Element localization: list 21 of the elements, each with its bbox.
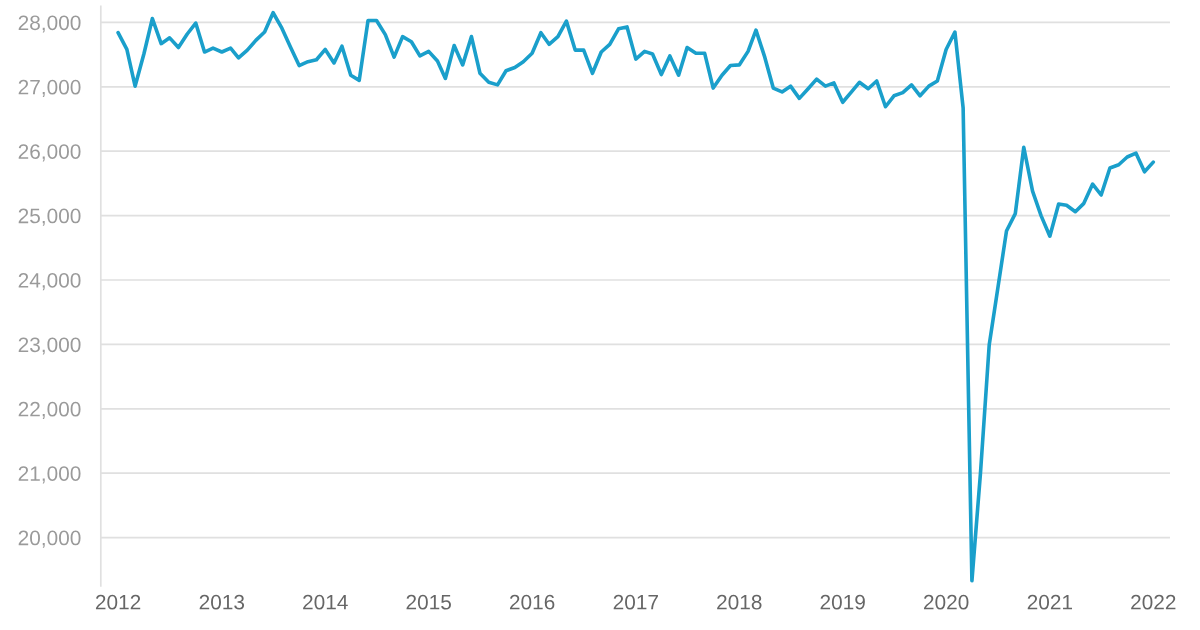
x-tick-label: 2014 (303, 594, 348, 610)
y-tick-label: 23,000 (18, 337, 81, 355)
x-tick-label: 2021 (1027, 594, 1072, 610)
x-tick-label: 2016 (509, 594, 555, 610)
y-tick-label: 25,000 (18, 208, 81, 226)
x-tick-label: 2012 (95, 594, 141, 610)
x-tick-label: 2018 (717, 594, 762, 610)
y-tick-label: 26,000 (18, 144, 81, 162)
x-tick-label: 2020 (924, 594, 969, 610)
line-series (116, 10, 1156, 583)
y-tick-label: 22,000 (18, 401, 81, 420)
x-tick-label: 2013 (199, 594, 245, 610)
y-tick-label: 21,000 (18, 466, 81, 484)
y-tick-label: 27,000 (18, 79, 81, 98)
y-tick-label: 24,000 (18, 273, 81, 291)
y-tick-label: 20,000 (18, 530, 81, 548)
x-tick-label: 2017 (613, 594, 658, 610)
x-tick-label: 2022 (1131, 594, 1176, 610)
x-tick-label: 2019 (820, 594, 865, 610)
y-tick-label: 28,000 (18, 15, 81, 33)
x-tick-label: 2015 (406, 594, 451, 610)
